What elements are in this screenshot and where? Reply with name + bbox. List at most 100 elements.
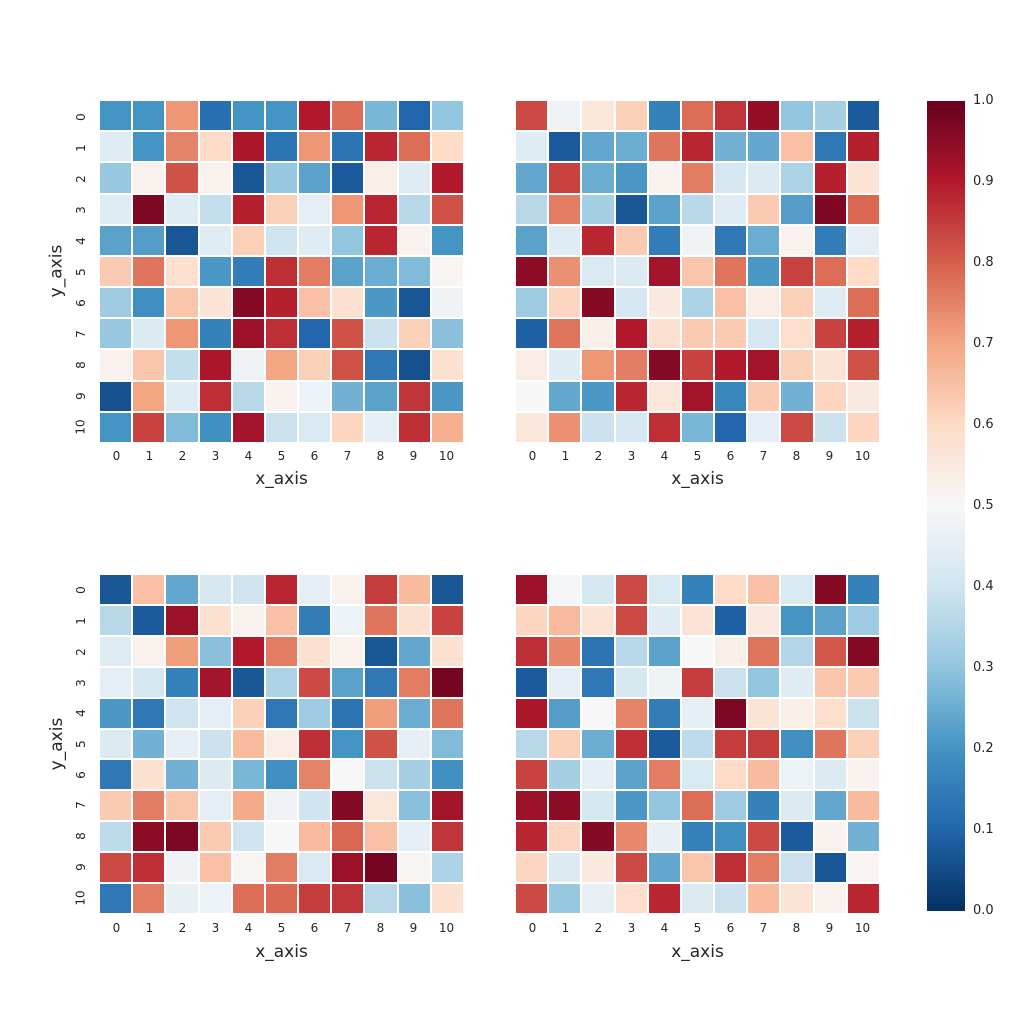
heatmap-cell	[100, 101, 132, 131]
heatmap-cell	[100, 575, 132, 604]
heatmap-cell	[133, 163, 165, 193]
x-tick-label: 3	[211, 449, 220, 463]
heatmap-cell	[615, 288, 647, 318]
heatmap-cell	[681, 288, 714, 318]
heatmap-cell	[582, 853, 614, 883]
heatmap-cell	[265, 256, 298, 287]
heatmap-cell	[431, 791, 463, 821]
x-tick-label: 5	[277, 449, 286, 463]
colorbar-tick-label: 0.5	[973, 498, 994, 513]
heatmap-cell	[615, 760, 647, 790]
x-tick-label: 0	[112, 449, 121, 463]
heatmap-cell	[332, 163, 364, 193]
x-ticks-bottom-left: 0 1 2 3 4 5 6 7 8 9 10	[100, 920, 463, 936]
heatmap-cell	[781, 575, 813, 604]
heatmap-cell	[814, 225, 846, 255]
heatmap-cell	[615, 605, 647, 635]
heatmap-cell	[516, 256, 548, 287]
heatmap-cell	[332, 884, 364, 913]
heatmap-cell	[615, 636, 647, 666]
heatmap-cell	[365, 256, 397, 287]
heatmap-cell	[681, 853, 714, 883]
y-axis-label-bottom-left: y_axis	[47, 717, 67, 771]
heatmap-cell	[582, 288, 614, 318]
heatmap-cell	[365, 381, 397, 411]
x-tick-label: 4	[660, 921, 669, 935]
heatmap-cell	[332, 350, 364, 380]
heatmap-cell	[516, 412, 548, 442]
heatmap-cell	[847, 101, 879, 131]
heatmap-cell	[166, 760, 198, 790]
heatmap-cell	[648, 350, 680, 380]
heatmap-cell	[199, 381, 231, 411]
heatmap-cell	[847, 412, 879, 442]
heatmap-cell	[681, 884, 714, 913]
heatmap-cell	[398, 163, 430, 193]
heatmap-cell	[299, 822, 331, 852]
heatmap-cell	[133, 884, 165, 913]
heatmap-cell	[199, 163, 231, 193]
heatmap-cell	[549, 288, 581, 318]
heatmap-cell	[365, 884, 397, 913]
heatmap-cell	[398, 884, 430, 913]
heatmap-cell	[814, 729, 846, 759]
heatmap-cell	[133, 822, 165, 852]
heatmap-cell	[549, 605, 581, 635]
heatmap-cell	[199, 194, 231, 224]
heatmap-cell	[582, 319, 614, 349]
heatmap-cell	[715, 884, 747, 913]
heatmap-cell	[299, 350, 331, 380]
heatmap-cell	[332, 381, 364, 411]
heatmap-cell	[265, 412, 298, 442]
heatmap-cell	[516, 636, 548, 666]
heatmap-cell	[199, 698, 231, 728]
heatmap-cell	[648, 698, 680, 728]
heatmap-cell	[232, 729, 264, 759]
y-tick-label: 8	[73, 832, 88, 840]
heatmap-cell	[549, 225, 581, 255]
heatmap-cell	[615, 225, 647, 255]
heatmap-cell	[748, 101, 780, 131]
heatmap-top-left	[100, 101, 463, 442]
x-ticks-top-right: 0 1 2 3 4 5 6 7 8 9 10	[516, 448, 879, 464]
heatmap-cell	[166, 884, 198, 913]
heatmap-cell	[814, 605, 846, 635]
heatmap-cell	[199, 760, 231, 790]
heatmap-cell	[549, 132, 581, 162]
x-tick-label: 0	[528, 921, 537, 935]
heatmap-cell	[648, 605, 680, 635]
heatmap-cell	[681, 729, 714, 759]
heatmap-cell	[100, 698, 132, 728]
heatmap-cell	[748, 132, 780, 162]
heatmap-cell	[516, 667, 548, 697]
heatmap-cell	[232, 636, 264, 666]
heatmap-cell	[100, 605, 132, 635]
heatmap-cell	[814, 132, 846, 162]
heatmap-cell	[748, 194, 780, 224]
heatmap-cell	[781, 698, 813, 728]
heatmap-cell	[847, 256, 879, 287]
heatmap-cell	[781, 256, 813, 287]
x-tick-label: 10	[438, 449, 455, 463]
heatmap-cell	[398, 575, 430, 604]
heatmap-cell	[133, 729, 165, 759]
heatmap-cell	[332, 853, 364, 883]
x-tick-label: 10	[854, 921, 871, 935]
heatmap-cell	[814, 194, 846, 224]
y-tick-label: 3	[73, 205, 88, 214]
heatmap-cell	[265, 884, 298, 913]
heatmap-cell	[516, 791, 548, 821]
heatmap-cell	[814, 822, 846, 852]
heatmap-cell	[133, 132, 165, 162]
heatmap-cell	[615, 350, 647, 380]
heatmap-cell	[299, 132, 331, 162]
heatmap-cell	[549, 636, 581, 666]
y-tick-label: 5	[73, 267, 88, 276]
heatmap-cell	[265, 698, 298, 728]
x-tick-label: 8	[376, 921, 385, 935]
heatmap-cell	[199, 729, 231, 759]
heatmap-cell	[232, 381, 264, 411]
y-tick-label: 2	[73, 174, 88, 183]
heatmap-cell	[398, 101, 430, 131]
heatmap-cell	[398, 636, 430, 666]
